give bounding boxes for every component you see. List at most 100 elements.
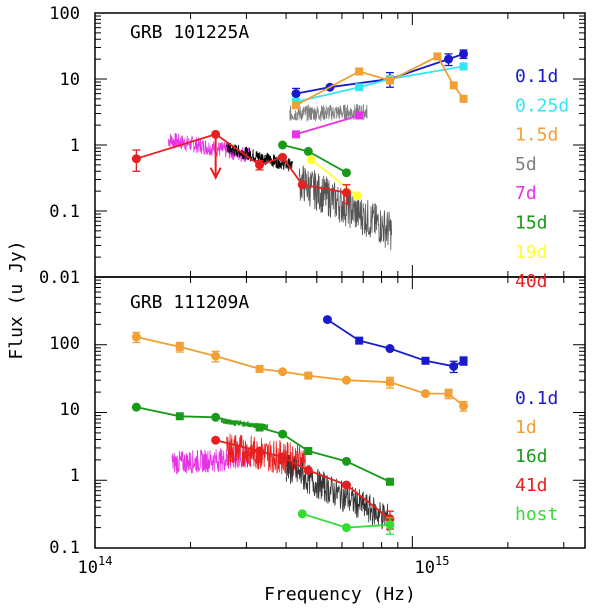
- data-point-40d: [255, 160, 265, 170]
- data-point-41d: [341, 480, 351, 490]
- data-point-16d: [175, 412, 184, 421]
- series-line-7d: [295, 114, 360, 136]
- data-point-1.5d: [385, 76, 394, 85]
- data-point-1d: [304, 371, 313, 380]
- data-point-0.1d: [355, 336, 364, 345]
- data-point-host: [341, 523, 351, 533]
- top-y-tick-label: 0.01: [39, 268, 80, 288]
- series-line-16d: [136, 406, 391, 483]
- data-point-40d: [211, 129, 221, 139]
- data-point-7d: [355, 111, 364, 120]
- data-point-15d: [341, 168, 351, 178]
- data-point-40d: [278, 152, 288, 162]
- spectrum-40d-tail: [298, 165, 392, 251]
- legend-label-19d: 19d: [515, 242, 548, 263]
- data-series: [131, 49, 469, 535]
- data-point-host: [297, 509, 307, 519]
- data-point-16d: [341, 456, 351, 466]
- series-line-0.1d: [326, 318, 465, 368]
- data-point-41d: [211, 435, 221, 445]
- x-axis-label: Frequency (Hz): [264, 584, 416, 605]
- legend-label-5d: 5d: [515, 154, 537, 175]
- data-point-1d: [420, 389, 430, 399]
- y-axis-label: Flux (u Jy): [6, 240, 27, 359]
- data-point-16d: [278, 429, 288, 439]
- spectrum-magenta: [171, 446, 252, 475]
- data-point-1d: [131, 332, 141, 342]
- data-point-7d: [292, 130, 301, 139]
- top-y-tick-label: 1: [70, 136, 80, 156]
- data-point-1.5d: [459, 94, 468, 103]
- data-point-41d: [303, 465, 313, 475]
- bottom-y-tick-label: 1: [70, 466, 80, 486]
- data-point-40d: [131, 154, 141, 164]
- legend-label-1.5d: 1.5d: [515, 125, 558, 146]
- series-line-41d: [215, 439, 391, 520]
- legend-label-1d: 1d: [515, 417, 537, 438]
- data-point-0.1d: [459, 49, 469, 59]
- data-point-41d: [255, 446, 265, 456]
- legend-label-host: host: [515, 504, 558, 525]
- data-point-0.1d: [459, 356, 468, 365]
- data-point-16d: [385, 477, 394, 486]
- data-point-19d: [352, 191, 362, 201]
- data-point-19d: [306, 155, 316, 165]
- data-point-1.5d: [292, 101, 301, 110]
- top-y-tick-label: 10: [60, 70, 80, 90]
- data-point-15d: [303, 146, 313, 156]
- legend-label-40d: 40d: [515, 271, 548, 292]
- data-point-16d: [131, 402, 141, 412]
- data-point-1d: [341, 375, 351, 385]
- data-point-1d: [278, 367, 288, 377]
- series-line-1d: [136, 336, 465, 407]
- data-point-0.25d: [459, 62, 468, 71]
- data-point-1.5d: [355, 67, 364, 76]
- spectrum-41d-tail: [285, 454, 391, 532]
- legend-label-7d: 7d: [515, 183, 537, 204]
- data-point-0.1d: [291, 89, 301, 99]
- legend-label-16d: 16d: [515, 446, 548, 467]
- x-tick-label-1e14: 1014: [78, 554, 113, 578]
- legends: 0.1d 0.25d 1.5d 5d 7d 15d 19d 40d 0.1d 1d 16d 41d ho…: [515, 66, 569, 525]
- series-line-0.25d: [295, 65, 464, 103]
- top-panel-title: GRB 101225A: [130, 22, 249, 43]
- data-point-1d: [385, 378, 394, 387]
- data-point-41d: [278, 452, 288, 462]
- data-point-16d: [255, 423, 264, 432]
- data-point-40d: [297, 180, 307, 190]
- series-line-40d: [136, 133, 347, 194]
- legend-label-0.1d: 0.1d: [515, 66, 558, 87]
- legend-label-0.1d: 0.1d: [515, 388, 558, 409]
- bottom-panel-title: GRB 111209A: [130, 292, 249, 313]
- top-y-tick-label: 0.1: [49, 202, 80, 222]
- legend-label-41d: 41d: [515, 475, 548, 496]
- data-point-40d: [341, 188, 351, 198]
- data-point-15d: [278, 140, 288, 150]
- upper-limit-arrowhead: [209, 167, 222, 180]
- data-point-0.1d: [444, 54, 454, 64]
- data-point-0.1d: [322, 315, 332, 325]
- data-point-host: [385, 520, 395, 530]
- data-point-0.25d: [355, 83, 364, 92]
- data-point-16d: [304, 447, 313, 456]
- data-point-1.5d: [449, 81, 458, 90]
- tick-marks: [94, 12, 585, 549]
- data-point-16d: [211, 412, 221, 422]
- x-tick-label-1e15: 1015: [415, 554, 450, 578]
- legend-label-15d: 15d: [515, 213, 548, 234]
- top-y-tick-label: 100: [49, 4, 80, 24]
- data-point-0.1d: [449, 361, 459, 371]
- legend-label-0.25d: 0.25d: [515, 95, 569, 116]
- data-point-0.1d: [421, 356, 430, 365]
- data-point-1d: [459, 401, 469, 411]
- data-point-0.1d: [385, 344, 395, 354]
- bottom-y-tick-label: 10: [60, 400, 80, 420]
- data-point-1d: [255, 364, 264, 373]
- data-point-1.5d: [433, 52, 442, 61]
- data-point-1d: [175, 342, 184, 351]
- data-point-1d: [211, 351, 221, 361]
- bottom-y-tick-label: 0.1: [49, 538, 80, 558]
- bottom-y-tick-label: 100: [49, 334, 80, 354]
- data-point-1d: [444, 389, 453, 398]
